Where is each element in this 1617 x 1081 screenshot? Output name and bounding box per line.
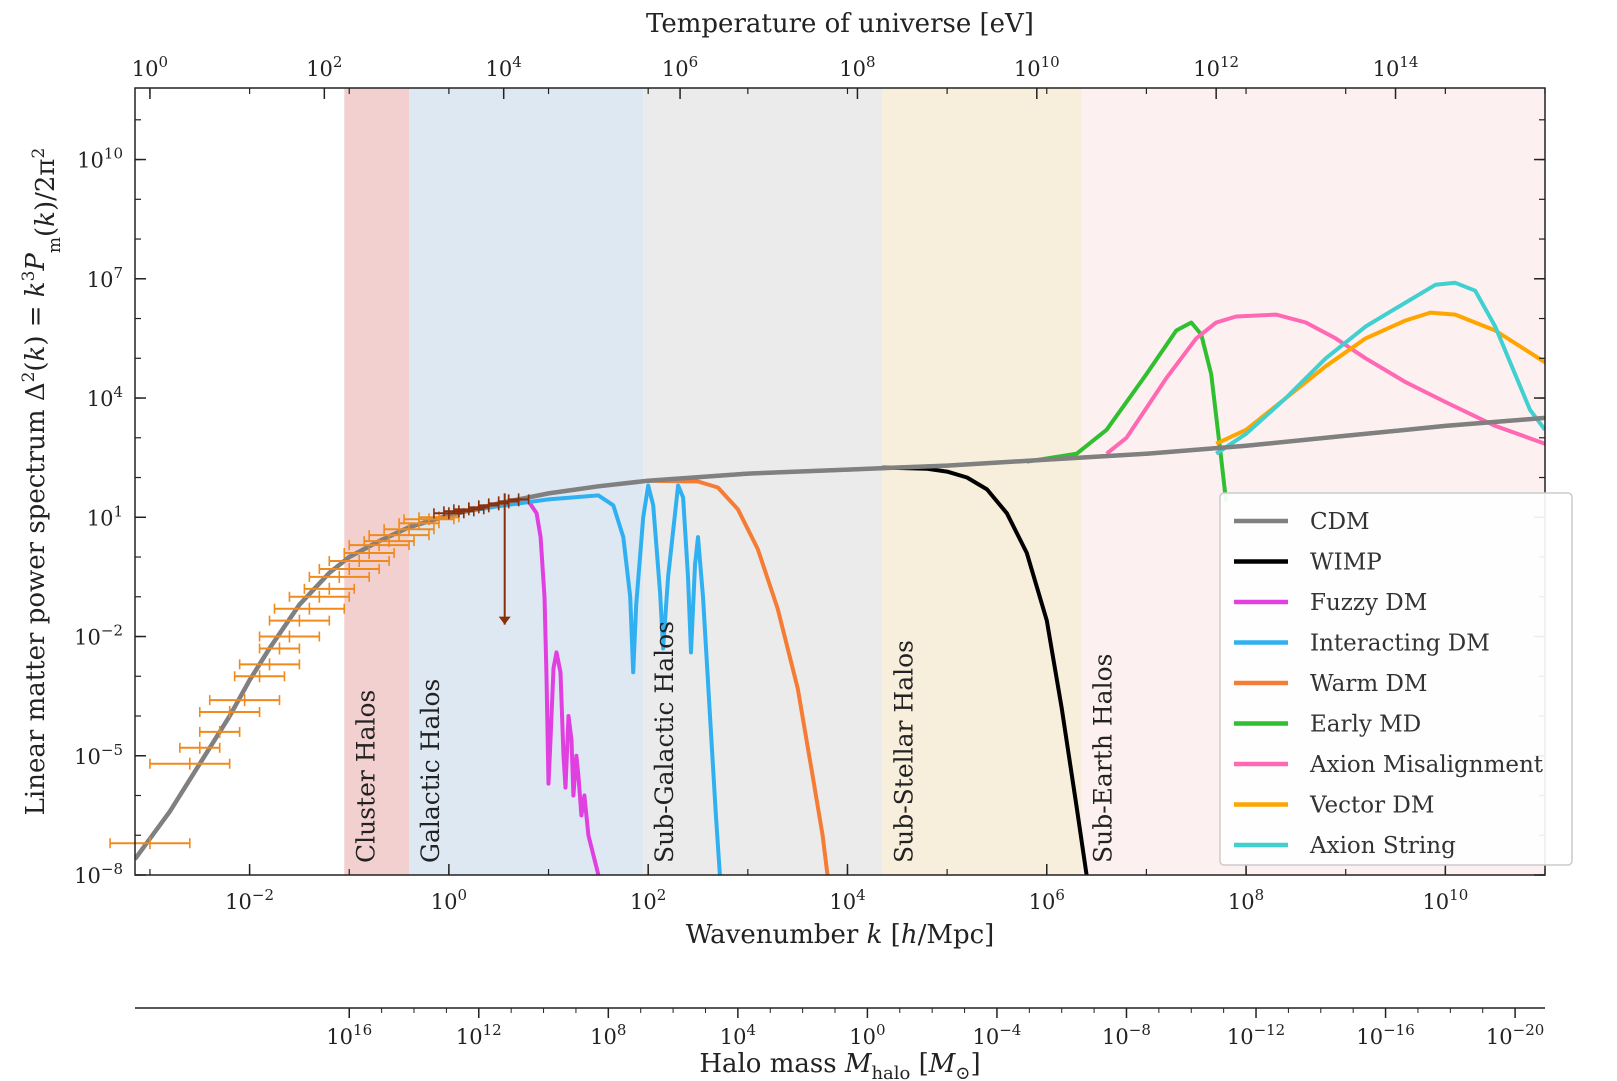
legend-label-wimp: WIMP (1310, 550, 1382, 576)
top-tick-label: 1010 (1014, 53, 1060, 81)
halo-mass-tick-label: 10−12 (1227, 1021, 1285, 1049)
data-point-orange (383, 523, 435, 536)
data-point-brown (507, 493, 530, 506)
y-axis-title: Linear matter power spectrum Δ2(k) = k3P… (19, 148, 65, 816)
region-label-sub-stellar-halos: Sub-Stellar Halos (889, 640, 918, 863)
data-point-orange (363, 535, 415, 548)
region-label-sub-earth-halos: Sub-Earth Halos (1089, 654, 1118, 863)
axes-layer: 10−2 100 102 104 106 108 1010 10−8 10−5 10−2 101 10… (74, 53, 1546, 1049)
data-point-orange (328, 554, 390, 567)
region-label-galactic-halos: Galactic Halos (416, 679, 445, 863)
legend-label-axion-string: Axion String (1309, 833, 1456, 859)
halo-mass-tick-label: 10−16 (1356, 1021, 1414, 1049)
series-interacting-dm (448, 483, 722, 875)
halo-mass-tick-label: 100 (849, 1021, 885, 1049)
halo-mass-tick-label: 10−20 (1486, 1021, 1544, 1049)
data-point-orange (233, 670, 286, 683)
data-point-orange (179, 741, 221, 754)
xtick-label: 102 (630, 886, 666, 914)
halo-mass-tick-label: 104 (720, 1021, 756, 1049)
data-point-orange (303, 582, 356, 595)
top-tick-label: 1014 (1373, 53, 1419, 81)
ytick-label: 107 (87, 264, 123, 292)
top-tick-label: 106 (662, 53, 698, 81)
ytick-label: 104 (87, 383, 123, 411)
plot-frame (134, 87, 1546, 876)
xtick-label: 104 (829, 886, 865, 914)
legend-label-interacting-dm: Interacting DM (1310, 631, 1490, 657)
halo-mass-axis-title: Halo mass Mhalo [M⊙] (699, 1049, 980, 1081)
legend-label-fuzzy-dm: Fuzzy DM (1310, 590, 1427, 616)
region-label-sub-galactic-halos: Sub-Galactic Halos (650, 621, 679, 863)
series-axion-misalignment (1105, 312, 1545, 456)
ytick-label: 10−8 (74, 860, 123, 888)
top-tick-label: 1012 (1193, 53, 1239, 81)
series-wimp (882, 465, 1089, 875)
data-point-orange (258, 642, 301, 655)
top-axis-title: Temperature of universe [eV] (646, 9, 1034, 39)
legend-label-cdm: CDM (1310, 509, 1370, 535)
data-point-orange (238, 658, 301, 671)
xtick-label: 108 (1228, 886, 1264, 914)
data-point-orange (198, 725, 241, 738)
errorbar-layer (109, 493, 530, 850)
xtick-label: 106 (1029, 886, 1065, 914)
region-galactic-halos (409, 88, 644, 875)
top-tick-label: 100 (132, 53, 168, 81)
legend-box (1219, 492, 1573, 866)
data-point-orange (403, 513, 455, 526)
data-point-orange (368, 529, 430, 542)
data-point-orange (343, 547, 395, 560)
halo-mass-tick-label: 108 (590, 1021, 626, 1049)
region-cluster-halos (344, 88, 410, 875)
halo-mass-tick-label: 1012 (456, 1021, 502, 1049)
region-sub-stellar-halos (882, 88, 1082, 875)
halo-mass-tick-label: 1016 (326, 1021, 372, 1049)
data-point-orange (208, 694, 281, 707)
series-axion-string (1215, 280, 1545, 456)
series-fuzzy-dm (518, 497, 601, 875)
legend-label-vector-dm: Vector DM (1309, 793, 1434, 819)
data-point-orange (198, 706, 261, 719)
top-tick-label: 108 (839, 53, 875, 81)
data-point-orange (149, 757, 231, 770)
upper-limit-arrow (498, 493, 511, 625)
halo-mass-tick-label: 10−4 (973, 1021, 1022, 1049)
data-point-orange (268, 614, 331, 627)
series-warm-dm (648, 478, 830, 875)
data-point-orange (273, 602, 346, 615)
legend-label-early-md: Early MD (1310, 712, 1421, 738)
top-tick-label: 102 (306, 53, 342, 81)
data-point-orange (308, 570, 370, 583)
xtick-label: 100 (431, 886, 467, 914)
xtick-label: 10−2 (225, 886, 274, 914)
ytick-label: 10−5 (74, 741, 123, 769)
data-point-orange (288, 590, 351, 603)
labels-layer: Cluster Halos Galactic Halos Sub-Galactic … (19, 9, 1118, 1081)
legend: CDM WIMP Fuzzy DM Interacting DM Warm DM Earl… (1219, 492, 1573, 866)
ytick-label: 1010 (77, 145, 123, 173)
ytick-label: 10−2 (74, 622, 123, 650)
series-early-md (1026, 320, 1229, 502)
legend-label-warm-dm: Warm DM (1310, 671, 1427, 697)
legend-label-axion-misalignment: Axion Misalignment (1309, 752, 1544, 778)
data-point-orange (109, 837, 191, 850)
data-point-orange (318, 562, 380, 575)
top-tick-label: 104 (486, 53, 522, 81)
x-axis-title: Wavenumber k [h/Mpc] (686, 920, 995, 950)
data-point-orange (258, 630, 321, 643)
xtick-label: 1010 (1422, 886, 1468, 914)
halo-mass-tick-label: 10−8 (1102, 1021, 1151, 1049)
ytick-label: 101 (87, 502, 123, 530)
region-label-cluster-halos: Cluster Halos (351, 690, 380, 863)
